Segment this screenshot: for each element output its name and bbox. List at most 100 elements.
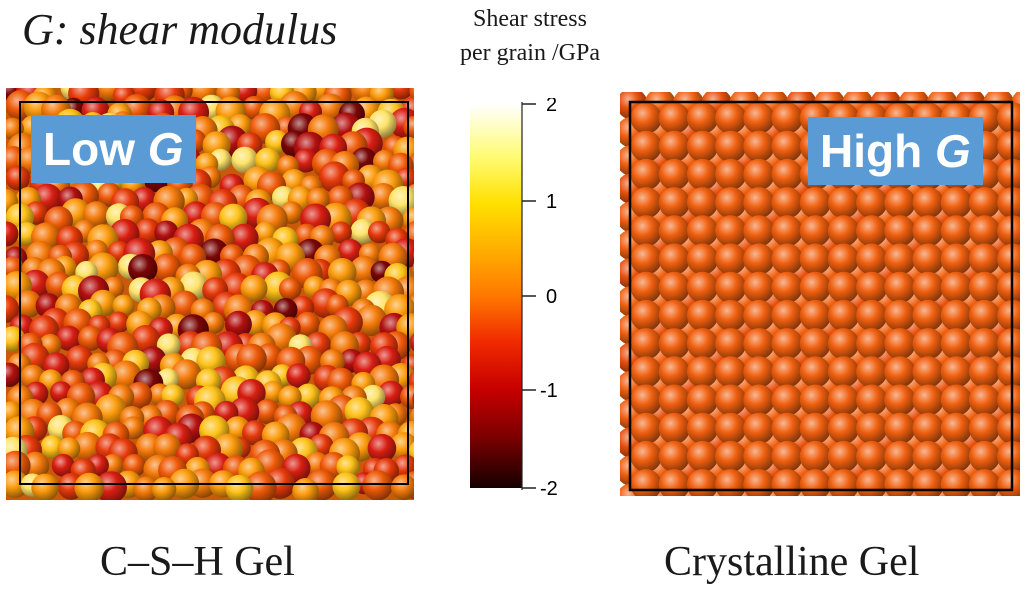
crystalline-gel-caption: Crystalline Gel (664, 539, 920, 585)
crystal-grain (997, 356, 1020, 388)
crystal-grain (715, 328, 747, 360)
crystal-grain (771, 130, 803, 162)
crystal-grain (686, 243, 719, 275)
crystal-grain (658, 243, 690, 275)
colorbar-tick-label: 1 (546, 191, 557, 213)
crystal-grain (743, 102, 775, 134)
crystal-grain (968, 328, 1001, 360)
crystal-grain (658, 271, 690, 303)
gel-grain (112, 294, 135, 317)
crystal-grain (630, 187, 662, 219)
gel-grain (72, 431, 103, 462)
crystal-grain (630, 158, 662, 191)
crystal-grain (940, 187, 972, 219)
crystal-grain (856, 271, 888, 303)
crystal-grain (771, 215, 803, 247)
crystal-grain (912, 328, 944, 360)
gel-grain (293, 148, 318, 173)
crystal-grain (715, 158, 747, 191)
csh-gel-caption: C–S–H Gel (100, 539, 295, 585)
crystal-grain (799, 187, 831, 219)
crystal-grain (743, 412, 775, 444)
crystal-grain (743, 299, 775, 332)
crystal-grain (686, 356, 719, 388)
gel-grain (255, 399, 280, 424)
crystal-grain (997, 299, 1020, 332)
crystal-grain (715, 440, 747, 473)
colorbar-tick-label: 2 (546, 98, 557, 116)
gel-grain (337, 239, 363, 264)
crystal-grain (912, 356, 944, 388)
crystal-grain (630, 328, 662, 360)
crystal-grain (715, 102, 747, 134)
crystal-grain (827, 440, 860, 473)
gel-grain (295, 311, 321, 337)
crystal-grain (658, 215, 690, 247)
gel-grain (350, 218, 376, 244)
crystal-grain (630, 356, 662, 388)
crystal-grain (630, 384, 662, 416)
crystal-grain (856, 243, 888, 275)
crystal-grain (771, 158, 803, 191)
crystal-grain (997, 102, 1020, 134)
gel-grain (225, 474, 254, 500)
crystal-grain (658, 130, 690, 162)
crystal-grain (856, 384, 888, 416)
crystal-grain (743, 328, 775, 360)
crystal-grain (997, 130, 1020, 162)
crystal-grain (997, 271, 1020, 303)
crystal-grain (997, 412, 1020, 444)
crystal-grain (686, 440, 719, 473)
crystal-grain (743, 271, 775, 303)
crystal-grain (799, 440, 831, 473)
gel-grain (31, 473, 59, 500)
crystal-grain (997, 384, 1020, 416)
colorbar-gradient (470, 104, 522, 488)
crystal-grain (799, 356, 831, 388)
crystal-grain (658, 187, 690, 219)
crystal-grain (799, 412, 831, 444)
gel-grain (14, 290, 42, 319)
crystal-grain (912, 215, 944, 247)
crystal-grain (912, 243, 944, 275)
crystal-grain (968, 412, 1001, 444)
gel-grain (77, 325, 104, 351)
crystal-grain (658, 328, 690, 360)
crystal-grain (968, 271, 1001, 303)
csh-gel-grains (6, 88, 414, 500)
crystal-grain (686, 271, 719, 303)
crystal-grain (827, 328, 860, 360)
crystal-grain (827, 412, 860, 444)
gel-grain (6, 221, 19, 247)
colorbar-axis: 2 1 0 -1 -2 (521, 98, 558, 498)
gel-grain (367, 433, 397, 463)
crystal-grain (743, 384, 775, 416)
gel-grain (56, 325, 82, 351)
gel-grain (152, 253, 182, 283)
gel-grain (388, 88, 414, 100)
crystal-grain (743, 187, 775, 219)
crystal-grain (827, 187, 860, 219)
crystal-grain (658, 384, 690, 416)
crystal-grain (658, 299, 690, 332)
gel-grain (133, 476, 159, 500)
crystal-grain (799, 328, 831, 360)
crystal-grain (715, 243, 747, 275)
gel-grain (50, 381, 73, 404)
crystal-grain (743, 243, 775, 275)
crystal-grain (997, 440, 1020, 473)
colorbar-tick-label: -1 (540, 380, 558, 402)
crystal-grain (771, 299, 803, 332)
crystal-grain (940, 328, 972, 360)
crystal-grain (658, 102, 690, 134)
crystal-grain (884, 384, 916, 416)
gel-grain (224, 310, 252, 338)
crystal-grain (968, 215, 1001, 247)
colorbar-title-line1: Shear stress (473, 6, 587, 32)
crystal-grain (771, 187, 803, 219)
crystal-grain (630, 243, 662, 275)
gel-grain (107, 311, 130, 334)
gel-grain (94, 394, 127, 427)
gel-grain (329, 221, 352, 244)
csh-gel-simulation-image (6, 88, 414, 500)
